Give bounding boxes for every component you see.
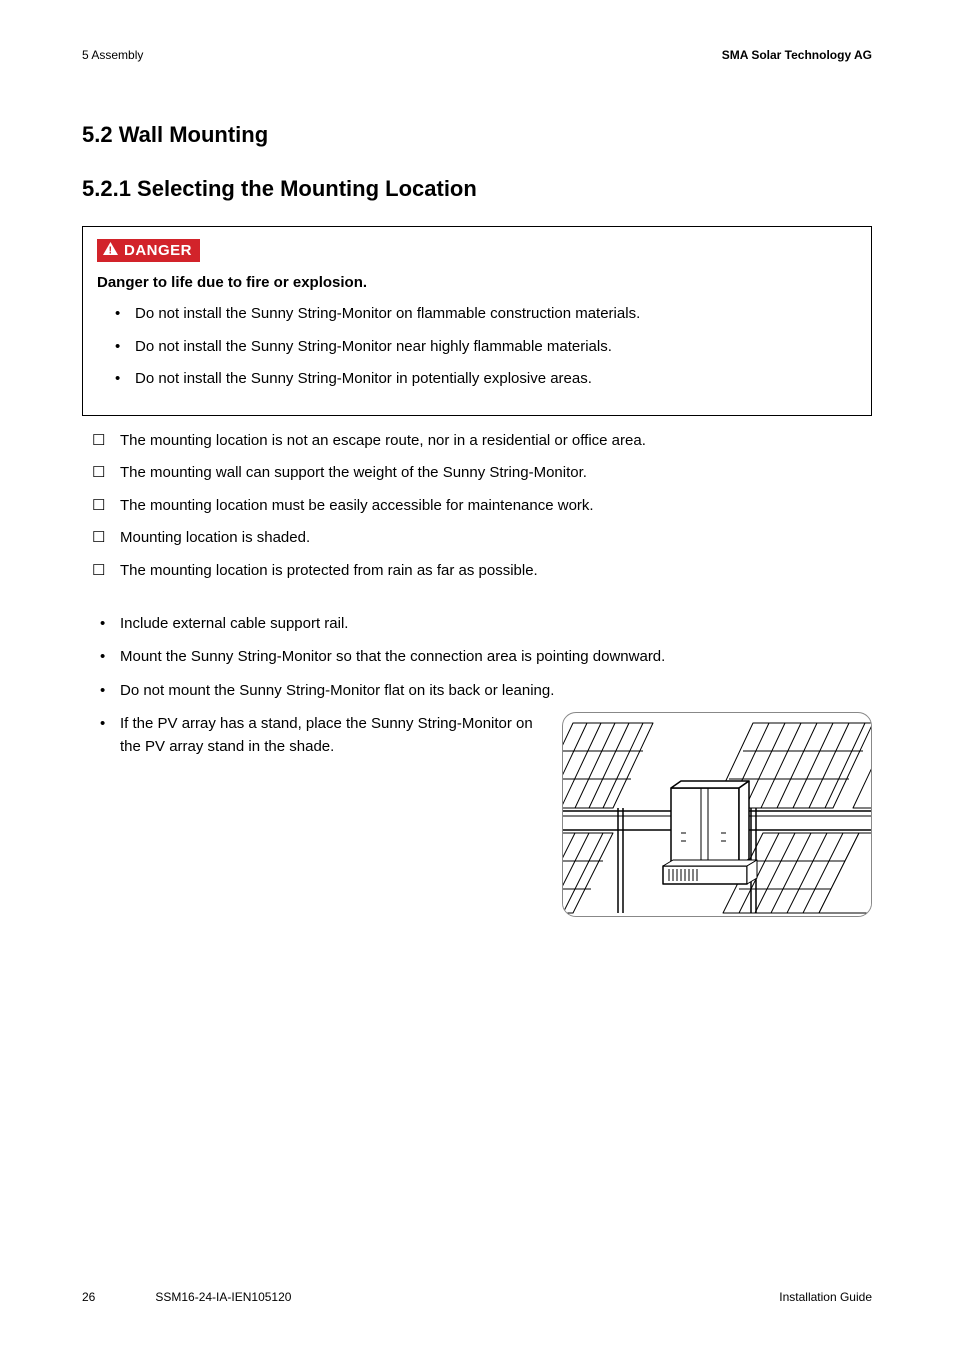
instructions-list: Include external cable support rail. Mou… <box>82 612 872 917</box>
svg-text:!: ! <box>109 246 113 256</box>
heading-selecting-location: 5.2.1 Selecting the Mounting Location <box>82 176 872 202</box>
danger-list: Do not install the Sunny String-Monitor … <box>97 303 857 391</box>
danger-subtitle: Danger to life due to fire or explosion. <box>97 274 857 291</box>
danger-callout: ! DANGER Danger to life due to fire or e… <box>82 226 872 416</box>
danger-list-item: Do not install the Sunny String-Monitor … <box>135 336 857 359</box>
header-company: SMA Solar Technology AG <box>722 48 872 62</box>
heading-wall-mounting: 5.2 Wall Mounting <box>82 122 872 148</box>
pv-array-diagram <box>562 712 872 917</box>
instruction-item: Do not mount the Sunny String-Monitor fl… <box>120 679 872 702</box>
header-section: 5 Assembly <box>82 48 143 62</box>
checklist-item: The mounting location must be easily acc… <box>120 495 872 518</box>
document-type: Installation Guide <box>779 1290 872 1304</box>
danger-badge: ! DANGER <box>97 239 200 262</box>
checklist-item: The mounting location is protected from … <box>120 560 872 583</box>
page-header: 5 Assembly SMA Solar Technology AG <box>82 48 872 62</box>
page-number: 26 <box>82 1290 95 1304</box>
danger-list-item: Do not install the Sunny String-Monitor … <box>135 368 857 391</box>
checklist-item: The mounting wall can support the weight… <box>120 462 872 485</box>
warning-triangle-icon: ! <box>103 242 118 259</box>
instruction-item: Include external cable support rail. <box>120 612 872 635</box>
checklist-item: The mounting location is not an escape r… <box>120 430 872 453</box>
document-id: SSM16-24-IA-IEN105120 <box>155 1290 291 1304</box>
page-footer: 26 SSM16-24-IA-IEN105120 Installation Gu… <box>82 1290 872 1304</box>
instruction-text: If the PV array has a stand, place the S… <box>120 712 542 759</box>
instruction-item-with-figure: If the PV array has a stand, place the S… <box>120 712 872 917</box>
danger-list-item: Do not install the Sunny String-Monitor … <box>135 303 857 326</box>
instruction-item: Mount the Sunny String-Monitor so that t… <box>120 645 872 668</box>
requirements-checklist: The mounting location is not an escape r… <box>82 430 872 583</box>
danger-label: DANGER <box>124 242 192 259</box>
checklist-item: Mounting location is shaded. <box>120 527 872 550</box>
